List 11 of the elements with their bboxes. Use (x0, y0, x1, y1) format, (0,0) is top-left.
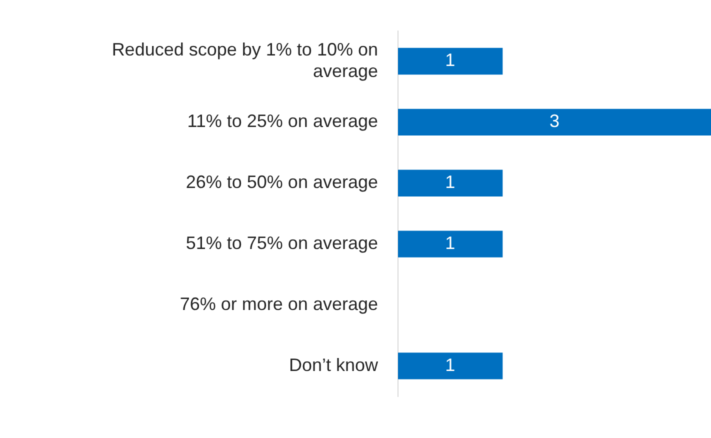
y-tick-label: Don’t know (288, 354, 379, 375)
data-label: 1 (445, 354, 456, 375)
y-tick-label: 51% to 75% on average (186, 233, 378, 254)
y-tick-label: 76% or more on average (180, 294, 378, 314)
y-tick-label: 26% to 50% on average (186, 172, 378, 192)
data-label: 3 (549, 111, 560, 132)
data-label: 1 (445, 50, 456, 70)
data-label: 1 (445, 172, 456, 192)
y-tick-label: Reduced scope by 1% to 10% on average (112, 39, 378, 82)
data-label: 1 (445, 233, 456, 254)
y-tick-label: 11% to 25% on average (187, 111, 378, 132)
